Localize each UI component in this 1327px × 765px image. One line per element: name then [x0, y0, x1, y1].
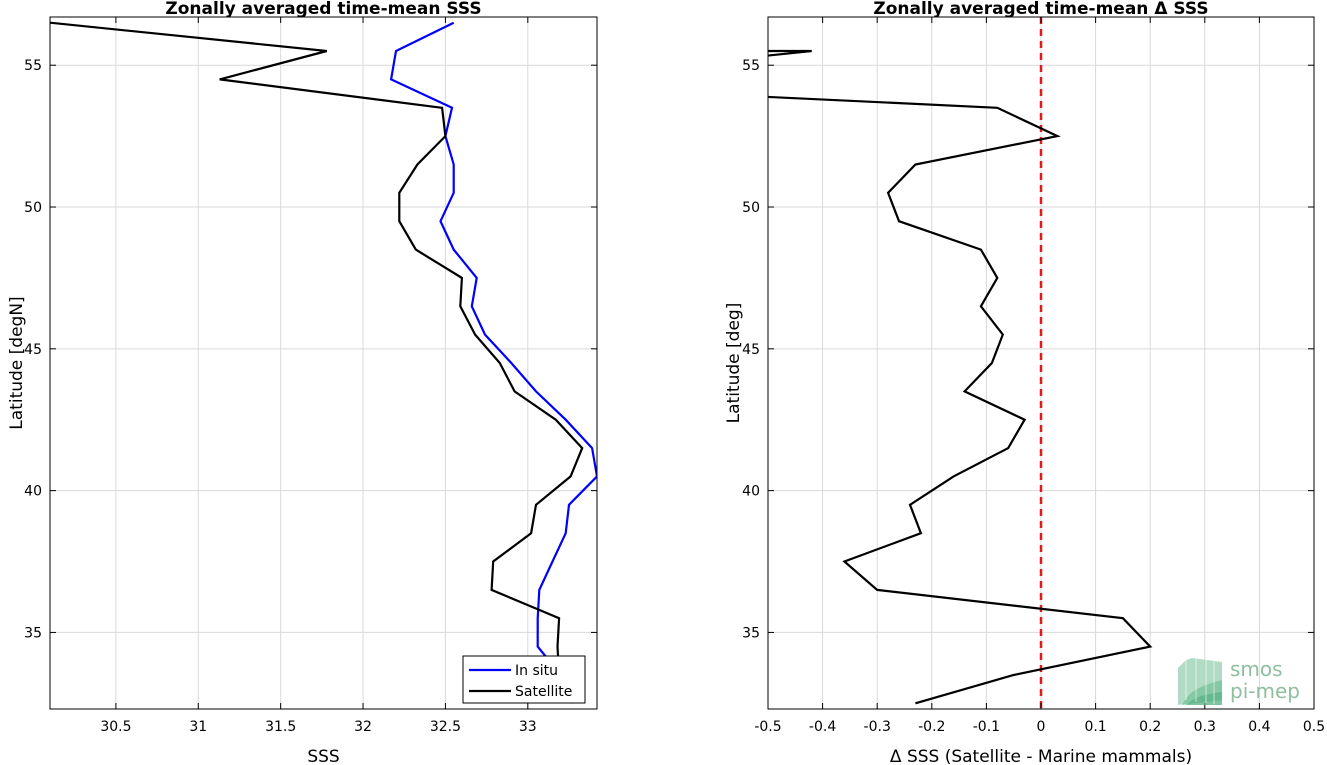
logo-wave-icon — [1178, 658, 1222, 705]
series-line-0 — [389, 21, 597, 704]
x-tick-label: 0.2 — [1139, 719, 1161, 735]
delta-sss-series — [768, 49, 1153, 705]
x-tick-label: -0.4 — [809, 719, 836, 735]
x-tick-label: -0.5 — [754, 719, 781, 735]
sss-gridlines — [50, 17, 597, 709]
sss-axes-frame — [49, 16, 598, 710]
y-tick-label: 45 — [742, 342, 760, 358]
y-tick-label: 35 — [742, 625, 760, 641]
logo-line-2: pi-mep — [1230, 679, 1300, 703]
x-tick-label: 32.5 — [430, 719, 461, 735]
delta-sss-title: Zonally averaged time-mean Δ SSS — [873, 0, 1208, 19]
x-tick-label: -0.1 — [973, 719, 1000, 735]
legend-entry-0: In situ — [515, 663, 558, 679]
x-tick-label: 0.3 — [1194, 719, 1216, 735]
y-tick-label: 40 — [742, 484, 760, 500]
delta-sss-y-axis-label: Latitude [deg] — [724, 303, 744, 424]
sss-ticks: 30.5 31 31.5 32 32.5 33 35 40 45 50 55 — [24, 17, 597, 735]
series-line-1 — [50, 21, 584, 704]
y-tick-label: 40 — [24, 484, 42, 500]
y-tick-label: 55 — [742, 58, 760, 74]
y-tick-label: 35 — [24, 625, 42, 641]
x-tick-label: 33 — [519, 719, 537, 735]
sss-series — [50, 21, 597, 704]
sss-legend: In situ Satellite — [462, 655, 586, 704]
y-tick-label: 45 — [24, 342, 42, 358]
series-line-0 — [768, 49, 812, 57]
delta-sss-panel: -0.5 -0.4 -0.3 -0.2 -0.1 0 0.1 0.2 0.3 0.4 0.5 35 40… — [724, 0, 1325, 765]
x-tick-label: -0.3 — [864, 719, 891, 735]
delta-sss-ticks: -0.5 -0.4 -0.3 -0.2 -0.1 0 0.1 0.2 0.3 0.4 0.5 35 40… — [742, 17, 1325, 735]
legend-box — [462, 655, 586, 704]
x-tick-label: 0 — [1037, 719, 1046, 735]
y-tick-label: 50 — [742, 200, 760, 216]
sss-panel: 30.5 31 31.5 32 32.5 33 35 40 45 50 55 Zonally ave… — [7, 0, 598, 765]
delta-sss-x-axis-label: Δ SSS (Satellite - Marine mammals) — [890, 747, 1192, 765]
sss-y-axis-label: Latitude [degN] — [7, 296, 27, 429]
series-line-1 — [768, 95, 1153, 705]
x-tick-label: 30.5 — [100, 719, 131, 735]
x-tick-label: 0.5 — [1303, 719, 1325, 735]
sss-title: Zonally averaged time-mean SSS — [165, 0, 481, 19]
logo-line-1: smos — [1230, 657, 1283, 681]
y-tick-label: 55 — [24, 58, 42, 74]
x-tick-label: 31 — [189, 719, 207, 735]
x-tick-label: -0.2 — [918, 719, 945, 735]
smos-pi-mep-logo: smos pi-mep — [1178, 657, 1300, 705]
x-tick-label: 31.5 — [265, 719, 296, 735]
legend-entry-1: Satellite — [515, 684, 572, 700]
sss-x-axis-label: SSS — [307, 747, 339, 765]
x-tick-label: 0.4 — [1248, 719, 1270, 735]
y-tick-label: 50 — [24, 200, 42, 216]
x-tick-label: 32 — [354, 719, 372, 735]
x-tick-label: 0.1 — [1084, 719, 1106, 735]
